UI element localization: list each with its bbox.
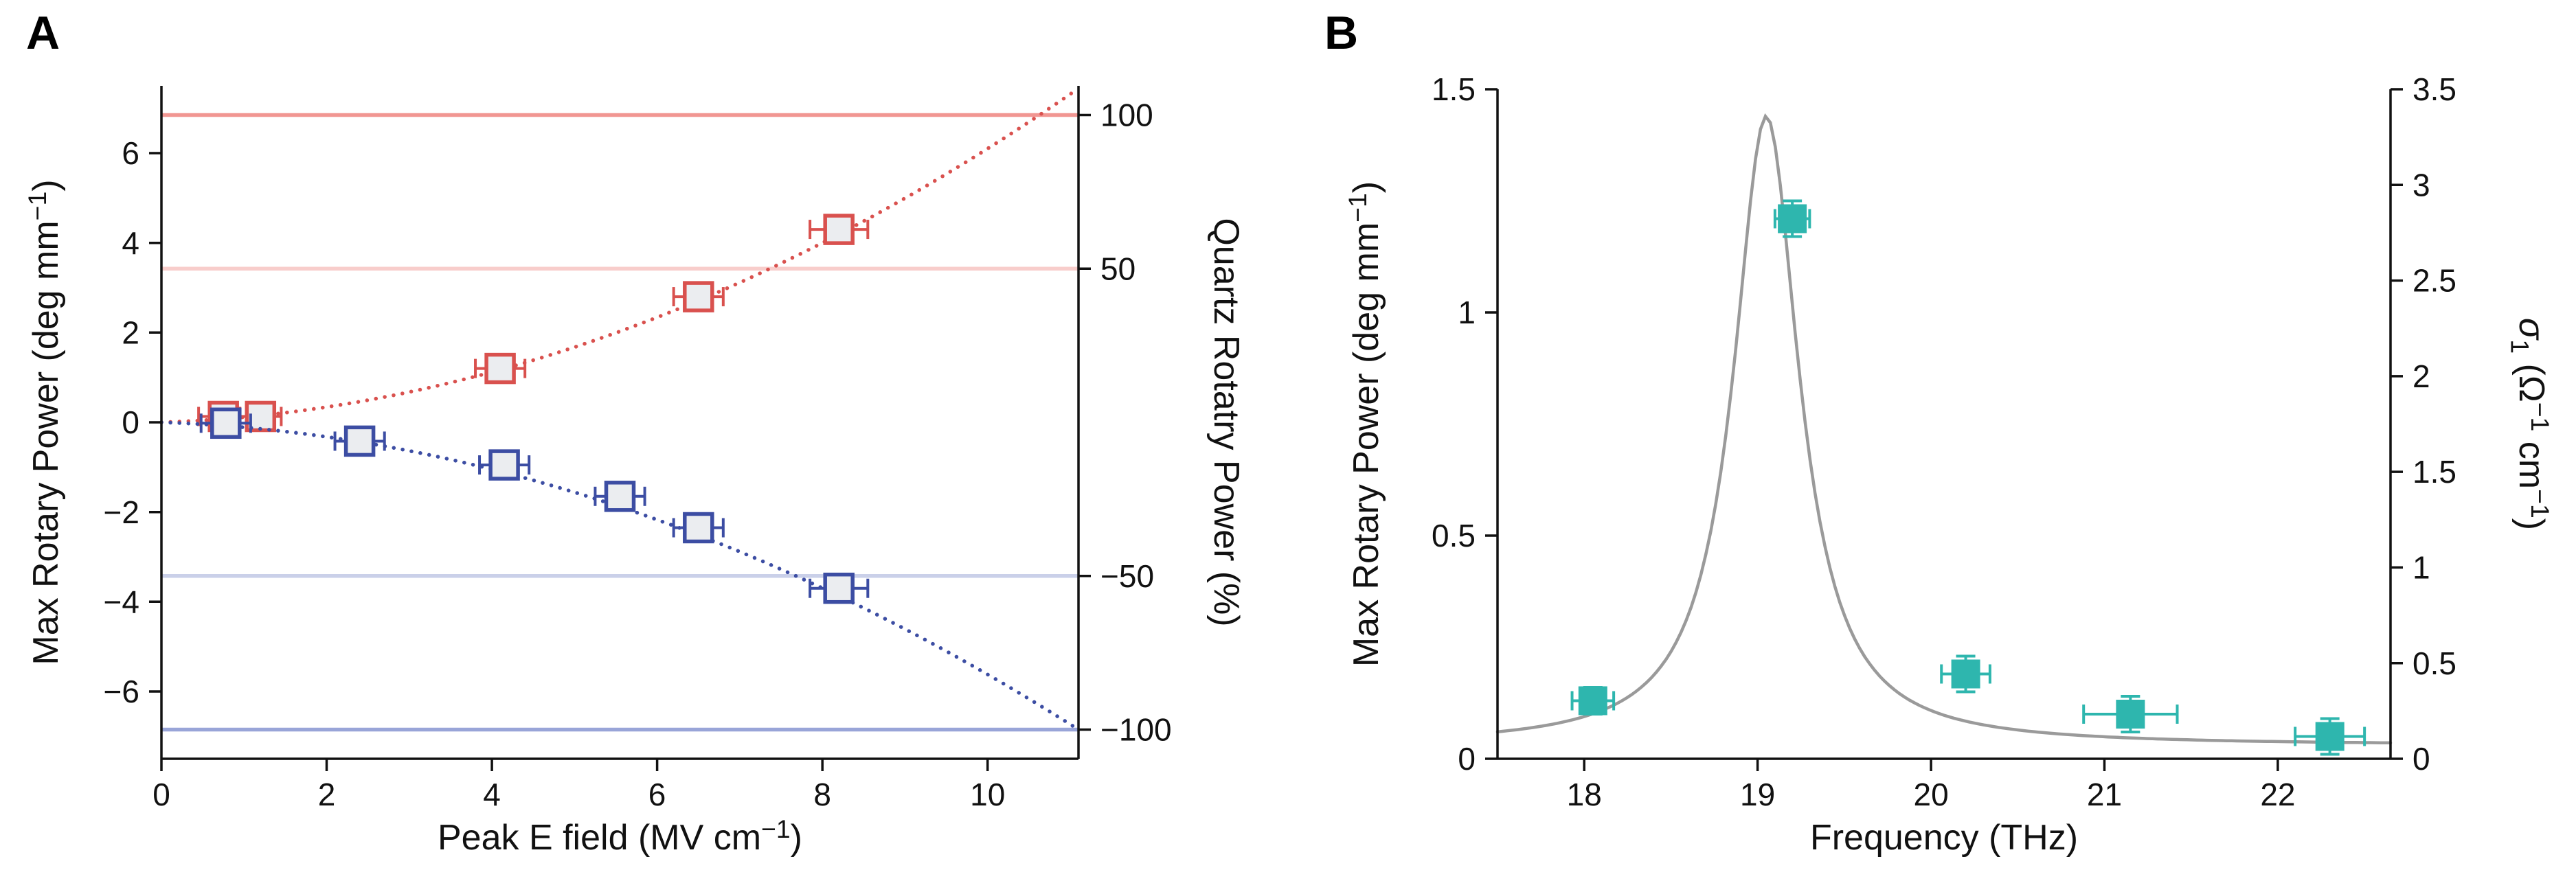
y-right-tick-label: 3	[2413, 167, 2430, 203]
panel-b-label: B	[1324, 7, 1359, 59]
data-point	[488, 449, 520, 481]
y-axis-right-title: σ1 (Ω−1 cm−1)	[2506, 318, 2555, 530]
data-point	[604, 481, 636, 512]
x-tick-label: 2	[318, 777, 336, 812]
y-left-tick-label: 1	[1458, 295, 1476, 330]
y-left-tick-label: 1.5	[1432, 71, 1476, 107]
x-axis-title: Frequency (THz)	[1810, 818, 2078, 858]
y-left-tick-label: 0	[1458, 741, 1476, 777]
y-axis-left-title: Max Rotary Power (deg mm−1)	[23, 179, 66, 665]
data-point	[823, 214, 855, 245]
x-tick-label: 19	[1740, 777, 1775, 812]
data-point	[823, 572, 855, 604]
x-tick-label: 4	[483, 777, 501, 812]
y-right-tick-label: 50	[1100, 251, 1136, 286]
fit-curve	[1495, 113, 2393, 745]
y-left-tick-label: 4	[122, 225, 139, 261]
data-point	[2116, 700, 2145, 729]
y-right-tick-label: −50	[1100, 558, 1154, 594]
y-left-tick-label: 2	[122, 314, 139, 350]
data-point	[484, 352, 516, 385]
y-left-tick-label: −4	[104, 584, 139, 619]
y-axis-right-title: Quartz Rotatry Power (%)	[1206, 218, 1246, 626]
y-right-tick-label: 1.5	[2413, 454, 2456, 490]
data-point	[2315, 722, 2345, 751]
data-point	[1578, 686, 1607, 716]
data-point	[683, 281, 714, 312]
x-tick-label: 8	[813, 777, 831, 812]
chartA-plot: 0 2 4 6 8 10 −6 −4 −2 0 2 4 6 100 50 −50 −100 Peak E fiel…	[23, 86, 1246, 858]
x-tick-label: 21	[2087, 777, 2122, 812]
data-point	[207, 400, 239, 433]
y-right-tick-label: 3.5	[2413, 71, 2456, 107]
y-left-tick-label: 6	[122, 135, 139, 171]
x-tick-label: 20	[1914, 777, 1949, 812]
x-tick-label: 10	[970, 777, 1005, 812]
y-right-tick-label: 100	[1100, 98, 1153, 133]
x-tick-label: 18	[1567, 777, 1602, 812]
y-left-tick-label: −6	[104, 674, 139, 709]
x-tick-label: 6	[648, 777, 666, 812]
y-left-tick-label: 0.5	[1432, 518, 1476, 553]
data-point	[245, 400, 277, 433]
x-axis-title: Peak E field (MV cm−1)	[438, 814, 802, 858]
fit-curve-negative-rotation	[159, 420, 1081, 732]
data-point	[683, 512, 714, 544]
y-left-tick-label: 0	[122, 404, 139, 440]
data-point	[343, 425, 376, 457]
y-right-tick-label: −100	[1100, 712, 1172, 748]
y-left-tick-label: −2	[104, 494, 139, 530]
fit-curve-positive-rotation	[159, 87, 1081, 424]
y-right-tick-label: 2	[2413, 358, 2430, 394]
data-point	[210, 407, 242, 439]
data-point	[1951, 659, 1980, 689]
chartB-plot: 18 19 20 21 22 0 0.5 1 1.5 0 0.5 1 1.5 2 2.5 3 3.5 Freque…	[1343, 71, 2555, 858]
y-right-tick-label: 0	[2413, 741, 2430, 777]
x-tick-label: 22	[2260, 777, 2295, 812]
data-point	[1778, 204, 1807, 233]
y-right-tick-label: 0.5	[2413, 645, 2456, 681]
y-axis-left-title: Max Rotary Power (deg mm−1)	[1343, 181, 1386, 667]
y-right-tick-label: 1	[2413, 550, 2430, 586]
y-right-tick-label: 2.5	[2413, 263, 2456, 299]
panel-a-label: A	[26, 7, 60, 59]
x-tick-label: 0	[152, 777, 170, 812]
